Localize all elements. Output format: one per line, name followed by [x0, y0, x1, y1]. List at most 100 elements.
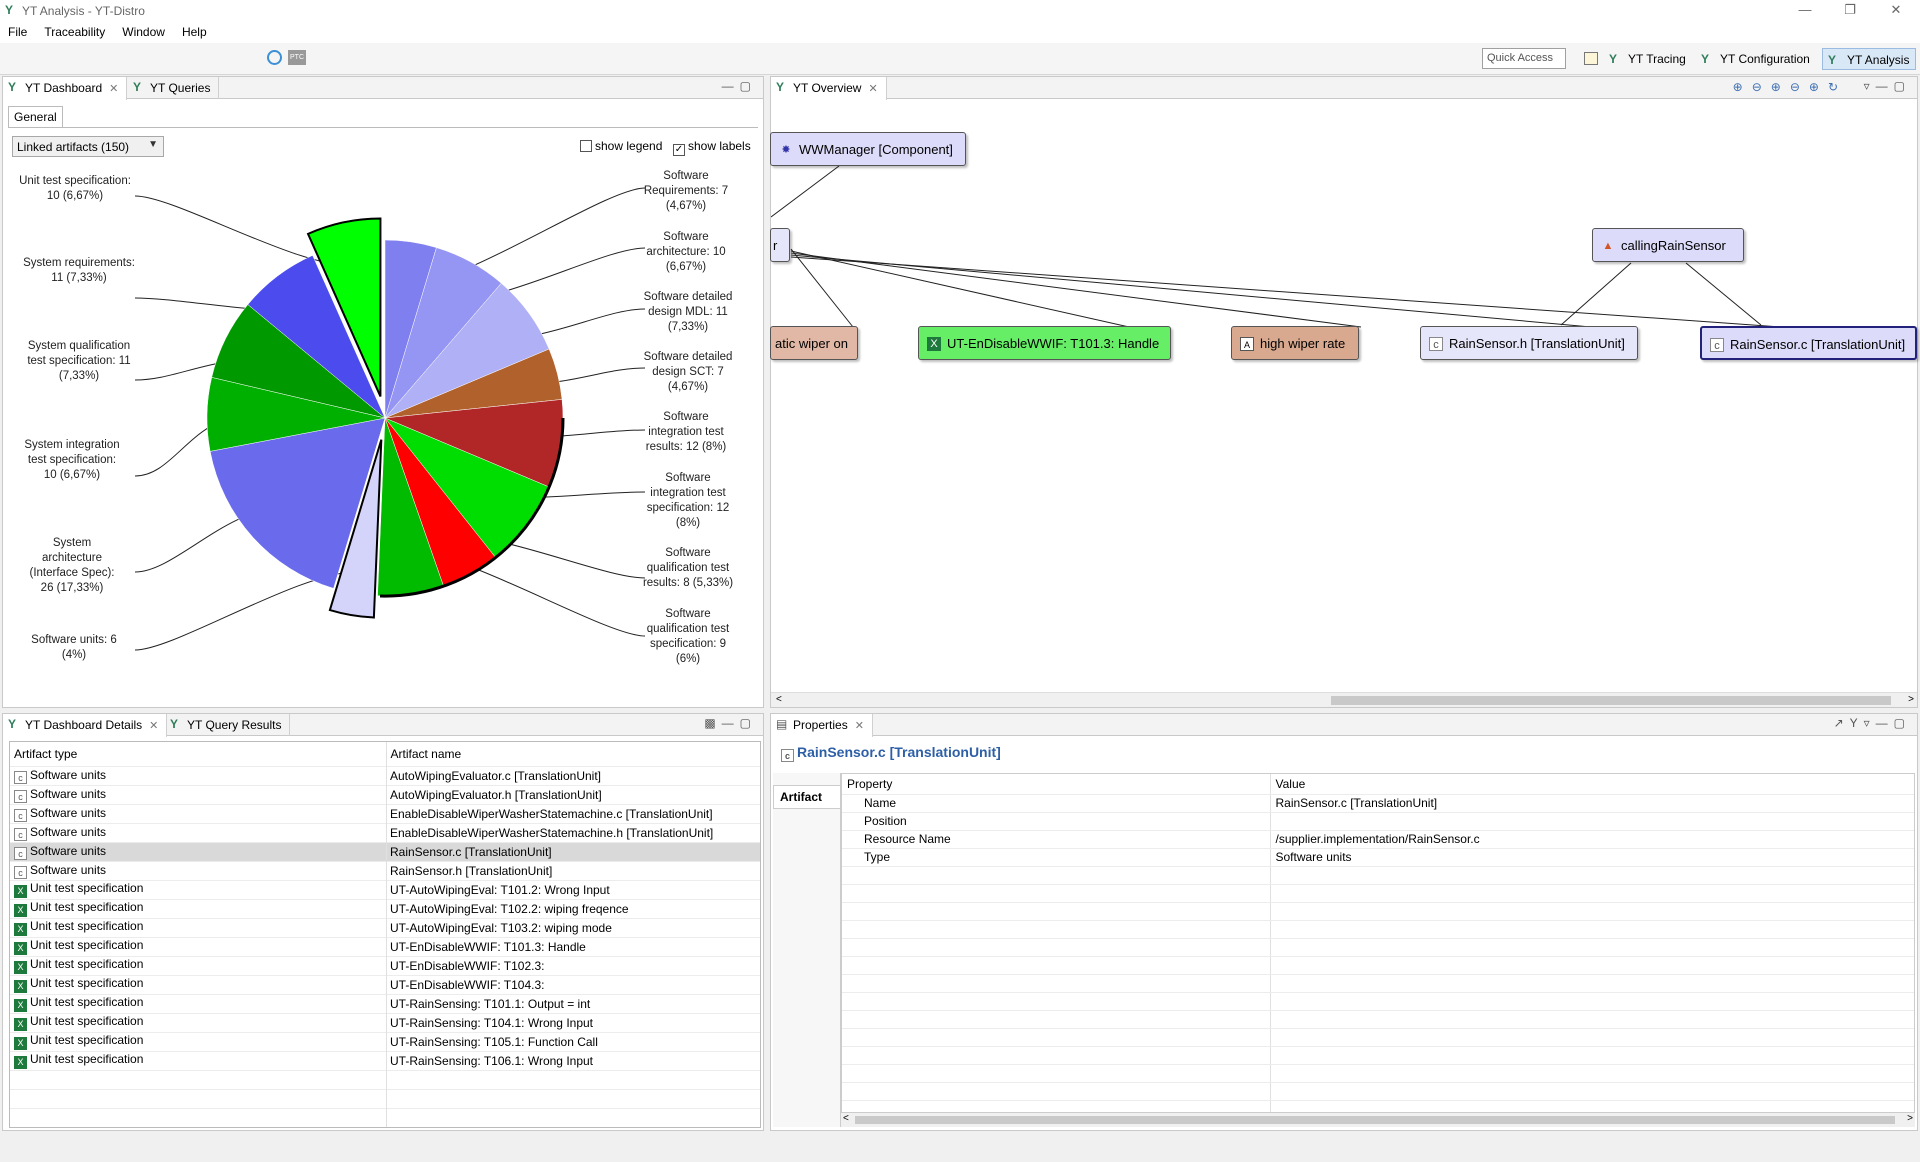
table-row[interactable]: X Unit test specification UT-AutoWipingEva…: [10, 880, 760, 900]
open-perspective-icon[interactable]: [1584, 52, 1598, 65]
subtab-general[interactable]: General: [8, 106, 63, 127]
table-row[interactable]: X Unit test specification UT-RainSensing: …: [10, 994, 760, 1014]
ptc-badge[interactable]: PTC: [288, 50, 306, 65]
empty-row: [842, 1046, 1914, 1065]
close-button[interactable]: ✕: [1890, 2, 1902, 17]
menu-traceability[interactable]: Traceability: [44, 25, 106, 39]
empty-row: [842, 1064, 1914, 1083]
zoom-toolbar[interactable]: ⊕⊖⊕⊖⊕↻: [1732, 80, 1847, 94]
properties-scrollbar[interactable]: < >: [841, 1113, 1915, 1127]
pie-slice[interactable]: [247, 255, 386, 419]
column-value[interactable]: Value: [1270, 774, 1914, 795]
close-tab-icon[interactable]: ✕: [868, 83, 878, 95]
menu-help[interactable]: Help: [181, 25, 207, 39]
table-row[interactable]: c Software units EnableDisableWiperWasherS…: [10, 823, 760, 843]
column-artifact-type[interactable]: Artifact type: [10, 742, 387, 767]
perspective-yt-tracing[interactable]: Y YT Tracing: [1609, 52, 1686, 66]
table-row[interactable]: X Unit test specification UT-RainSensing: …: [10, 1013, 760, 1033]
pie-slice[interactable]: [306, 217, 382, 397]
side-tab-artifact[interactable]: Artifact: [773, 785, 840, 809]
tab-yt-dashboard[interactable]: Y YT Dashboard ✕: [3, 77, 128, 100]
table-row[interactable]: c Software units RainSensor.h [Translation…: [10, 861, 760, 881]
quick-access-input[interactable]: Quick Access: [1482, 48, 1566, 69]
scroll-left-icon[interactable]: <: [843, 1113, 849, 1124]
view-controls[interactable]: ▩—▢: [704, 716, 757, 730]
menu-file[interactable]: File: [8, 25, 28, 39]
properties-side-tab[interactable]: Artifact: [773, 773, 841, 1127]
table-row[interactable]: X Unit test specification UT-EnDisableWWIF…: [10, 956, 760, 976]
horizontal-scrollbar[interactable]: < >: [771, 692, 1917, 707]
table-row[interactable]: c Software units EnableDisableWiperWasherS…: [10, 804, 760, 824]
perspective-yt-configuration[interactable]: Y YT Configuration: [1701, 52, 1810, 66]
linked-artifacts-dropdown[interactable]: Linked artifacts (150) ▼: [12, 136, 164, 157]
excel-icon: X: [14, 980, 27, 993]
node-calling-rain-sensor[interactable]: ▲ callingRainSensor: [1592, 228, 1744, 262]
show-legend-checkbox[interactable]: show legend: [580, 139, 662, 153]
artifact-name-cell: RainSensor.c [TranslationUnit]: [386, 842, 760, 862]
empty-row: [842, 866, 1914, 885]
graph-edges: [771, 165, 1782, 328]
empty-row: [842, 992, 1914, 1011]
window-title: YT Analysis - YT-Distro: [22, 4, 145, 18]
tab-properties[interactable]: ▤ Properties ✕: [771, 714, 873, 737]
sync-icon[interactable]: [267, 50, 282, 65]
node-wwmanager[interactable]: ✸ WWManager [Component]: [770, 132, 966, 166]
show-labels-checkbox[interactable]: ✓ show labels: [673, 139, 751, 156]
table-row[interactable]: X Unit test specification UT-AutoWipingEva…: [10, 918, 760, 938]
yt-analysis-icon: Y: [1828, 53, 1837, 67]
tab-yt-overview[interactable]: Y YT Overview ✕: [771, 77, 887, 100]
table-row[interactable]: c Software units AutoWipingEvaluator.c [Tr…: [10, 766, 760, 786]
table-row[interactable]: X Unit test specification UT-EnDisableWWIF…: [10, 937, 760, 957]
close-tab-icon[interactable]: ✕: [854, 720, 864, 732]
close-tab-icon[interactable]: ✕: [149, 720, 159, 732]
tab-yt-dashboard-details[interactable]: Y YT Dashboard Details ✕: [3, 714, 168, 737]
minimize-button[interactable]: —: [1798, 2, 1812, 17]
pie-label-system-integration-test-spec: System integration test specification: 1…: [24, 439, 120, 481]
node-partial-left[interactable]: r: [770, 228, 790, 262]
pie-label-sw-detailed-design-mdl: Software detailed design MDL: 11 (7,33%): [643, 291, 733, 333]
property-row[interactable]: Resource Name/supplier.implementation/Ra…: [842, 830, 1914, 849]
property-name-cell: Type: [842, 848, 1271, 867]
table-row[interactable]: X Unit test specification UT-RainSensing: …: [10, 1032, 760, 1052]
scroll-left-icon[interactable]: <: [776, 694, 782, 705]
property-name-cell: Position: [842, 812, 1271, 831]
scroll-thumb[interactable]: [855, 1116, 1895, 1124]
property-row[interactable]: Position: [842, 812, 1914, 831]
tab-yt-queries[interactable]: Y YT Queries: [128, 77, 220, 99]
node-ut-endisable[interactable]: X UT-EnDisableWWIF: T101.3: Handle: [918, 326, 1171, 360]
perspective-yt-analysis[interactable]: Y YT Analysis: [1822, 48, 1917, 70]
table-row[interactable]: X Unit test specification UT-EnDisableWWIF…: [10, 975, 760, 995]
scroll-thumb[interactable]: [1331, 696, 1891, 705]
scroll-right-icon[interactable]: >: [1907, 1113, 1913, 1124]
pie-slice[interactable]: [328, 439, 383, 619]
tab-yt-query-results[interactable]: Y YT Query Results: [165, 714, 291, 736]
scroll-right-icon[interactable]: >: [1908, 694, 1914, 705]
column-property[interactable]: Property: [842, 774, 1271, 795]
maximize-button[interactable]: ❐: [1844, 2, 1856, 17]
view-controls[interactable]: —▢: [721, 79, 757, 93]
pie-label-sw-integration-test-results: Software integration test results: 12 (8…: [645, 411, 727, 453]
view-controls[interactable]: ↗Y▿—▢: [1833, 716, 1911, 730]
menu-window[interactable]: Window: [122, 25, 165, 39]
node-automatic-wiper-on[interactable]: atic wiper on: [770, 326, 858, 360]
table-row[interactable]: X Unit test specification UT-AutoWipingEva…: [10, 899, 760, 919]
yt-tracing-icon: Y: [1609, 52, 1618, 66]
app-icon: Y: [5, 3, 14, 17]
artifact-type-cell: X Unit test specification: [10, 994, 386, 1014]
node-rainsensor-c[interactable]: c RainSensor.c [TranslationUnit]: [1700, 326, 1917, 360]
close-tab-icon[interactable]: ✕: [109, 83, 119, 95]
node-rainsensor-h[interactable]: c RainSensor.h [TranslationUnit]: [1420, 326, 1638, 360]
table-row[interactable]: X Unit test specification UT-RainSensing: …: [10, 1051, 760, 1071]
empty-row: [842, 956, 1914, 975]
table-row[interactable]: c Software units RainSensor.c [Translation…: [10, 842, 760, 862]
property-row[interactable]: Type Software units: [842, 848, 1914, 867]
empty-row: [10, 1089, 760, 1109]
view-controls[interactable]: ▿—▢: [1863, 79, 1911, 93]
empty-row: [842, 938, 1914, 957]
table-row[interactable]: c Software units AutoWipingEvaluator.h [Tr…: [10, 785, 760, 805]
column-artifact-name[interactable]: Artifact name: [386, 742, 760, 767]
property-row[interactable]: Name RainSensor.c [TranslationUnit]: [842, 794, 1914, 813]
yt-query-results-icon: Y: [170, 717, 179, 731]
pie-slice[interactable]: [209, 417, 386, 589]
